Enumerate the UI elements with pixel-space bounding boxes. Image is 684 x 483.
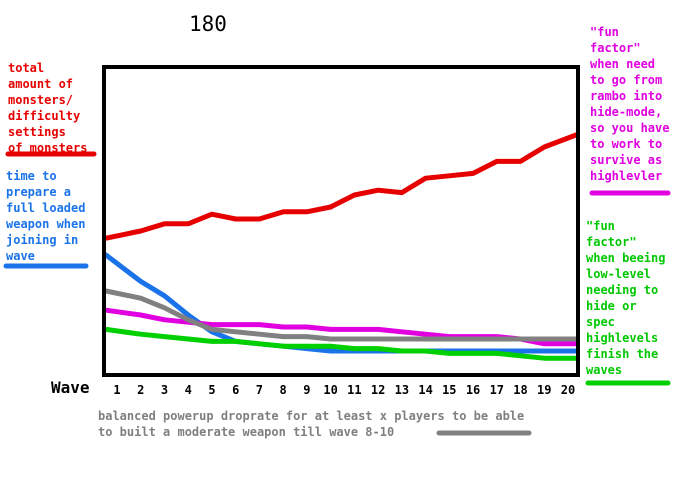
x-tick-label: 5 <box>208 383 215 397</box>
x-tick-label: 10 <box>323 383 337 397</box>
x-tick-label: 8 <box>280 383 287 397</box>
note-monsters-difficulty: total amount of monsters/ difficulty set… <box>8 61 88 155</box>
x-tick-label: 20 <box>561 383 575 397</box>
x-tick-label: 1 <box>113 383 120 397</box>
x-tick-label: 6 <box>232 383 239 397</box>
x-tick-label: 14 <box>418 383 432 397</box>
note-fun-factor-highlevel: "fun factor" when need to go from rambo … <box>590 25 670 183</box>
x-tick-label: 19 <box>537 383 551 397</box>
x-tick-label: 13 <box>395 383 409 397</box>
x-axis-label: Wave <box>51 378 90 397</box>
top-number: 180 <box>189 12 227 36</box>
x-tick-label: 2 <box>137 383 144 397</box>
note-fun-factor-lowlevel: "fun factor" when beeing low-level needi… <box>586 219 666 377</box>
x-tick-label: 4 <box>185 383 192 397</box>
series-line-red <box>103 132 579 241</box>
x-tick-label: 3 <box>161 383 168 397</box>
note-weapon-prep-time: time to prepare a full loaded weapon whe… <box>6 169 86 263</box>
x-tick-label: 15 <box>442 383 456 397</box>
x-tick-label: 11 <box>347 383 361 397</box>
x-tick-label: 18 <box>513 383 527 397</box>
x-tick-label: 12 <box>371 383 385 397</box>
x-tick-label: 9 <box>303 383 310 397</box>
x-tick-label: 7 <box>256 383 263 397</box>
plot-frame <box>102 65 580 377</box>
footer-note-powerup-droprate: balanced powerup droprate for at least x… <box>98 409 525 439</box>
series-line-gray <box>103 288 579 342</box>
series-line-green <box>103 326 579 361</box>
x-tick-label: 17 <box>490 383 504 397</box>
x-tick-label: 16 <box>466 383 480 397</box>
